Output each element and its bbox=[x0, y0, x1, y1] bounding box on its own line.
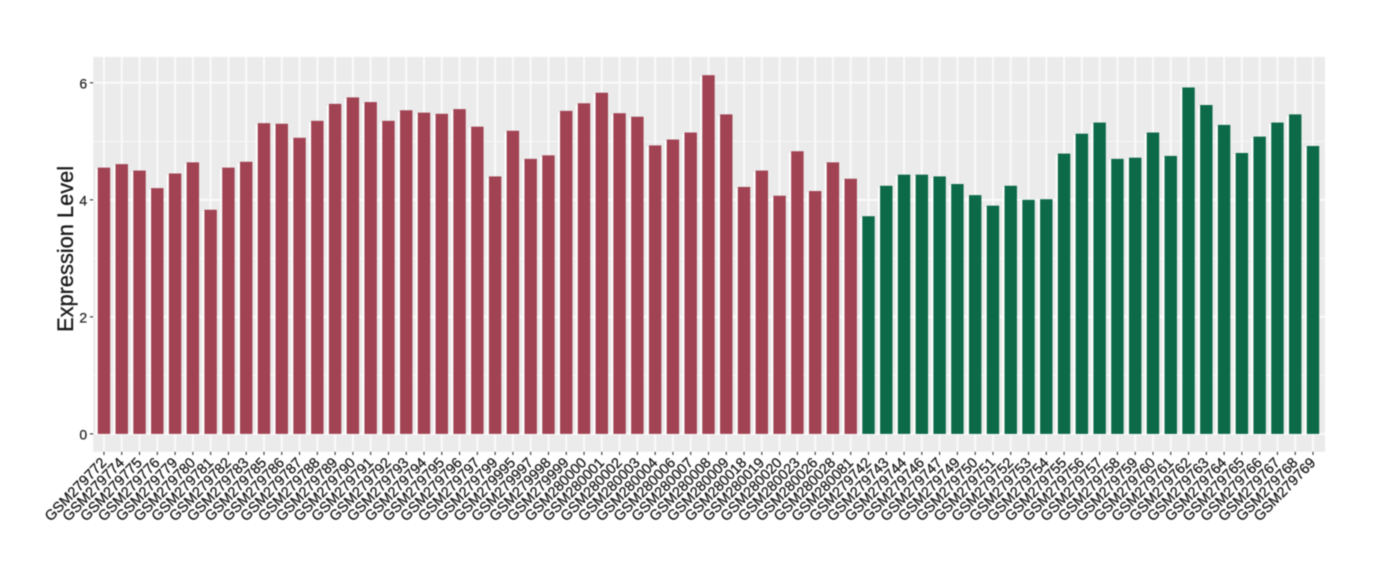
svg-text:6: 6 bbox=[79, 75, 87, 91]
svg-text:0: 0 bbox=[79, 427, 87, 443]
svg-text:4: 4 bbox=[79, 192, 87, 208]
svg-text:2: 2 bbox=[79, 309, 87, 325]
svg-text:Expression Level: Expression Level bbox=[53, 166, 78, 332]
